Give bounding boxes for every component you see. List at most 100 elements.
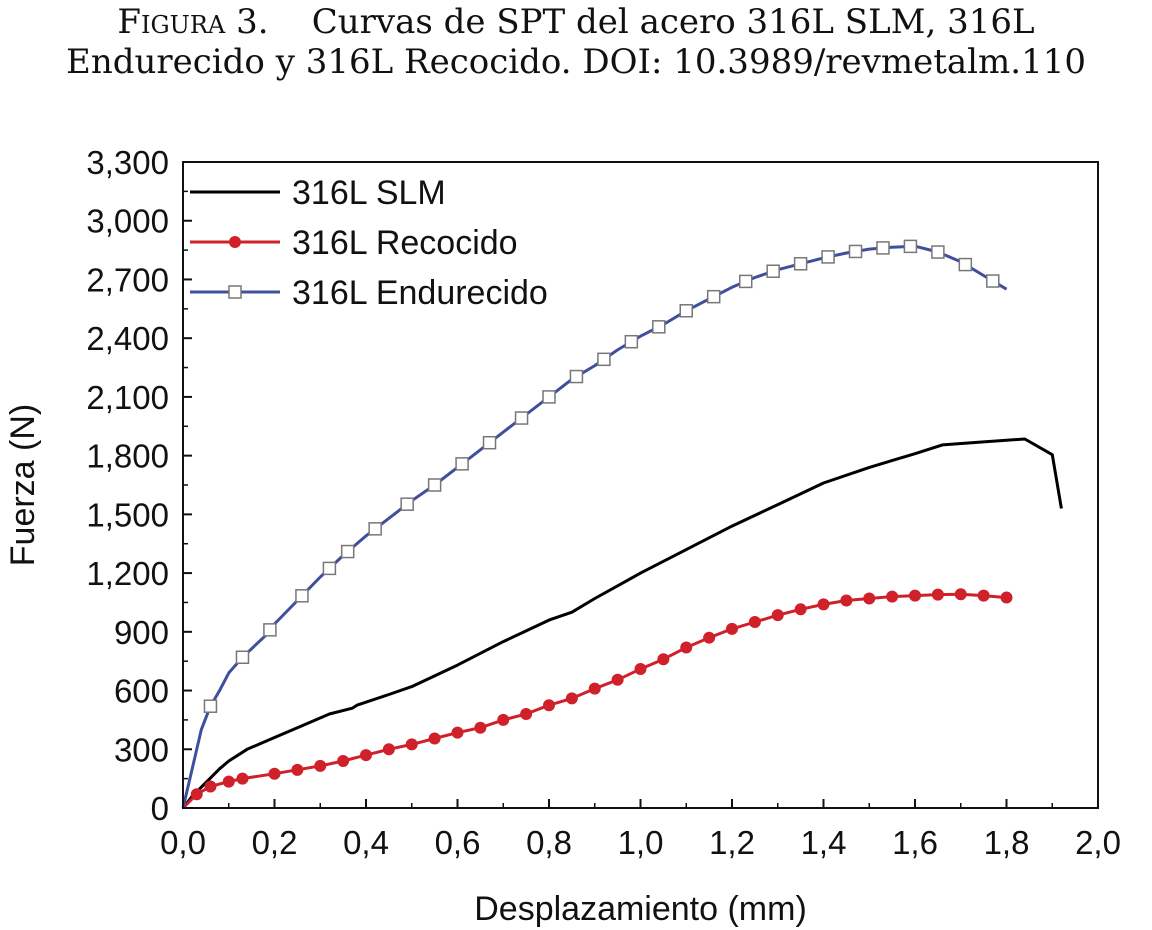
data-point bbox=[703, 631, 716, 644]
data-point bbox=[886, 590, 899, 603]
data-point bbox=[588, 682, 601, 695]
data-point bbox=[597, 352, 611, 367]
data-point bbox=[520, 708, 533, 721]
data-point bbox=[817, 598, 830, 611]
data-point bbox=[400, 497, 414, 511]
figure-label: Figura 3. bbox=[117, 2, 269, 42]
y-tick-label: 1,800 bbox=[86, 438, 169, 475]
series-layer bbox=[181, 239, 1063, 810]
data-point bbox=[368, 522, 382, 536]
data-point bbox=[848, 244, 863, 259]
data-point bbox=[360, 749, 372, 762]
data-point bbox=[268, 767, 281, 780]
data-point bbox=[236, 772, 249, 785]
data-point bbox=[611, 673, 624, 686]
data-point bbox=[314, 759, 327, 772]
x-axis-title: Desplazamiento (mm) bbox=[474, 890, 807, 928]
data-point bbox=[291, 763, 304, 776]
x-tick-label: 0,6 bbox=[435, 824, 481, 861]
data-point bbox=[766, 264, 780, 278]
legend-label: 316L SLM bbox=[292, 174, 446, 212]
data-point bbox=[821, 250, 835, 264]
data-point bbox=[931, 245, 945, 259]
data-point bbox=[428, 732, 441, 745]
legend-marker bbox=[228, 285, 242, 299]
legend-item-2: 316L Recocido bbox=[190, 224, 518, 262]
series-1 bbox=[181, 437, 1063, 809]
data-point bbox=[1000, 591, 1013, 604]
data-point bbox=[340, 544, 355, 559]
data-point bbox=[204, 780, 217, 793]
x-tick-label: 0,4 bbox=[343, 824, 389, 861]
caption-line-1: Figura 3. Curvas de SPT del acero 316L S… bbox=[0, 2, 1152, 42]
data-point bbox=[543, 699, 555, 712]
y-tick-label: 1,500 bbox=[86, 496, 169, 533]
data-point bbox=[542, 390, 556, 404]
series-line bbox=[181, 592, 1007, 810]
data-point bbox=[840, 594, 853, 607]
data-point bbox=[680, 641, 693, 654]
x-tick-label: 1,4 bbox=[801, 824, 847, 861]
ticks-layer: 0 300 600 900 1,200 1,500 1,800 2,100 2,400 2,700… bbox=[86, 144, 1121, 861]
data-point bbox=[455, 457, 469, 471]
data-point bbox=[748, 616, 761, 629]
data-point bbox=[427, 478, 442, 492]
y-tick-label: 0 bbox=[151, 790, 169, 827]
caption-line-2: Endurecido y 316L Recocido. DOI: 10.3989… bbox=[66, 42, 1086, 82]
y-tick-label: 600 bbox=[114, 673, 169, 710]
data-point bbox=[482, 435, 497, 450]
data-point bbox=[565, 692, 578, 705]
data-point bbox=[474, 721, 487, 734]
data-point bbox=[235, 650, 250, 665]
data-point bbox=[986, 274, 1000, 288]
legend-item-3: 316L Endurecido bbox=[190, 274, 548, 312]
legend-label: 316L Recocido bbox=[292, 224, 518, 262]
y-tick-label: 2,100 bbox=[86, 379, 169, 416]
x-tick-label: 0,0 bbox=[160, 824, 206, 861]
data-point bbox=[771, 609, 784, 622]
data-point bbox=[977, 589, 990, 602]
x-tick-label: 1,6 bbox=[892, 824, 938, 861]
caption-text-1: Curvas de SPT del acero 316L SLM, 316L bbox=[311, 2, 1035, 42]
data-point bbox=[634, 663, 647, 676]
legend-label: 316L Endurecido bbox=[292, 274, 548, 312]
data-point bbox=[793, 257, 808, 271]
series-line bbox=[181, 437, 1063, 809]
data-point bbox=[863, 592, 876, 605]
data-point bbox=[451, 726, 464, 739]
y-tick-label: 3,300 bbox=[86, 144, 169, 181]
data-point bbox=[337, 755, 350, 768]
data-point bbox=[263, 623, 277, 637]
x-tick-label: 0,8 bbox=[526, 824, 572, 861]
x-tick-label: 0,2 bbox=[252, 824, 298, 861]
data-point bbox=[203, 699, 218, 713]
data-point bbox=[190, 788, 203, 801]
data-point bbox=[497, 713, 510, 726]
data-point bbox=[652, 320, 666, 334]
data-point bbox=[569, 369, 584, 384]
y-tick-label: 2,400 bbox=[86, 320, 169, 357]
series-3 bbox=[181, 239, 1008, 809]
data-point bbox=[738, 274, 753, 289]
data-point bbox=[624, 334, 639, 349]
legend-marker bbox=[229, 236, 241, 248]
data-point bbox=[222, 775, 235, 788]
x-tick-label: 2,0 bbox=[1075, 824, 1121, 861]
data-point bbox=[954, 588, 967, 601]
y-tick-label: 3,000 bbox=[86, 203, 169, 240]
data-point bbox=[382, 743, 395, 756]
data-point bbox=[903, 239, 918, 254]
y-tick-label: 300 bbox=[114, 731, 169, 768]
data-point bbox=[295, 589, 309, 603]
data-point bbox=[514, 411, 529, 425]
x-tick-label: 1,8 bbox=[984, 824, 1030, 861]
x-tick-label: 1,0 bbox=[618, 824, 664, 861]
data-point bbox=[876, 241, 890, 255]
data-point bbox=[958, 257, 973, 272]
data-point bbox=[726, 622, 738, 635]
data-point bbox=[679, 304, 693, 318]
y-tick-label: 900 bbox=[114, 614, 169, 651]
data-point bbox=[909, 589, 921, 602]
data-point bbox=[405, 738, 418, 751]
